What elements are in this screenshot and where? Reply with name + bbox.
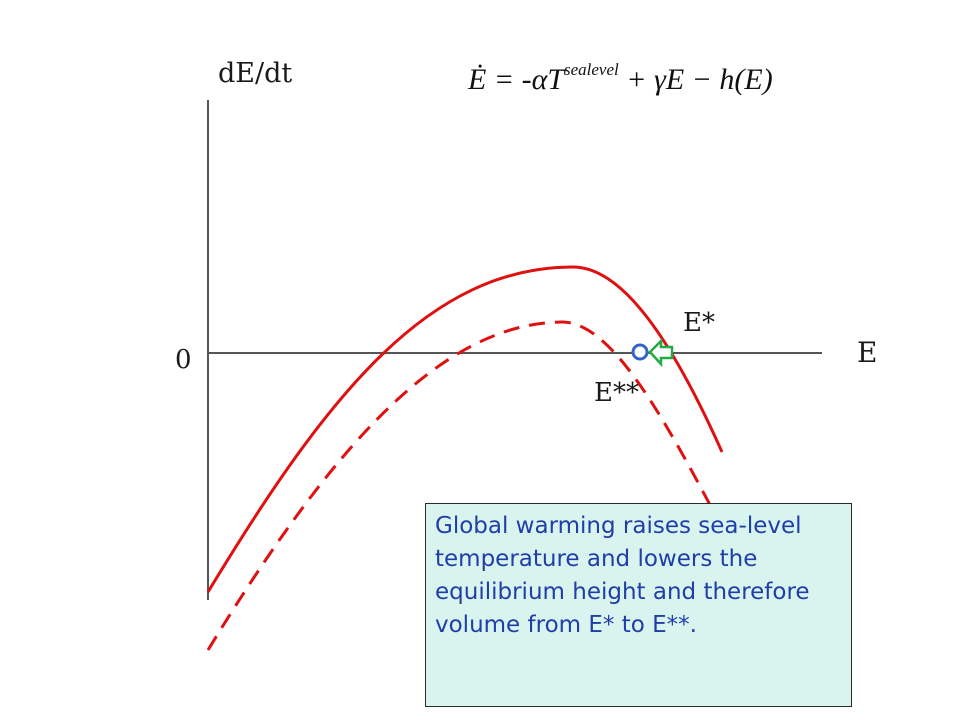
original-curve — [206, 265, 724, 593]
x-axis-label: E — [857, 336, 878, 369]
left-arrow-icon — [648, 337, 674, 368]
equation-term1: -αT — [521, 63, 564, 96]
e-star-star-label: E** — [594, 378, 639, 408]
zero-label: 0 — [175, 345, 192, 375]
equation-term1-superscript: sealevel — [564, 60, 619, 79]
circle-marker-icon — [631, 343, 649, 361]
caption-box: Global warming raises sea-level temperat… — [425, 503, 852, 707]
equation-lhs: Ė — [468, 63, 487, 96]
y-axis-label: dE/dt — [218, 58, 293, 89]
caption-text: Global warming raises sea-level temperat… — [435, 513, 810, 638]
equation-term2: + γE − h(E) — [618, 63, 773, 96]
rate-equation: Ė = -αTsealevel + γE − h(E) — [468, 60, 773, 97]
shifted-curve — [206, 320, 720, 651]
e-star-label: E* — [683, 308, 715, 338]
equation-equals: = — [486, 63, 522, 96]
